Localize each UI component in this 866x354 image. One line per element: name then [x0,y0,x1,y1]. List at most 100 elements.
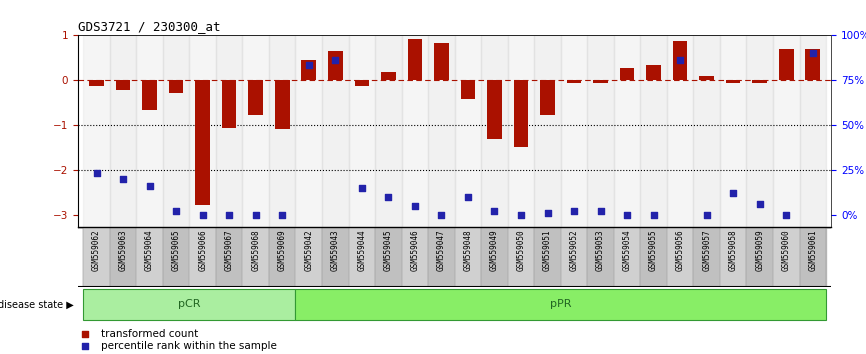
Bar [301,60,316,80]
Bar [295,227,322,287]
Point [753,201,766,207]
Bar [534,35,561,227]
Bar [116,80,131,90]
Bar [620,68,635,80]
Text: GSM559069: GSM559069 [278,230,287,271]
Text: GSM559052: GSM559052 [570,230,578,271]
Text: GSM559047: GSM559047 [436,230,446,271]
Bar [295,35,322,227]
Text: GSM559054: GSM559054 [623,230,631,271]
Bar [753,80,767,83]
Text: GSM559043: GSM559043 [331,230,339,271]
Text: GSM559061: GSM559061 [808,230,818,271]
Bar [646,65,661,80]
Text: GSM559049: GSM559049 [490,230,499,271]
Text: GSM559042: GSM559042 [304,230,313,271]
Text: GSM559050: GSM559050 [516,230,526,271]
Bar [694,227,720,287]
Text: GSM559064: GSM559064 [145,230,154,271]
Point [275,212,289,218]
Bar [83,289,295,320]
Bar [89,80,104,86]
Bar [694,35,720,227]
Text: GSM559063: GSM559063 [119,230,127,271]
Bar [540,80,555,115]
Point [196,212,210,218]
Bar [799,35,826,227]
Point [567,208,581,214]
Point [116,177,130,182]
Bar [354,80,369,86]
Bar [402,227,428,287]
Point [223,212,236,218]
Bar [216,35,242,227]
Point [249,212,262,218]
Point [488,208,501,214]
Bar [348,227,375,287]
Point [806,51,820,56]
Bar [381,72,396,80]
Bar [461,80,475,99]
Bar [720,227,746,287]
Point [408,204,422,209]
Bar [561,35,587,227]
Bar [83,227,110,287]
Bar [375,35,402,227]
Bar [295,289,826,320]
Text: GSM559056: GSM559056 [675,230,685,271]
Bar [142,80,157,110]
Text: transformed count: transformed count [100,329,197,339]
Point [435,212,449,218]
Bar [249,80,263,115]
Point [540,210,554,216]
Point [328,152,342,157]
Bar [169,80,184,93]
Bar [110,35,136,227]
Point [328,265,342,270]
Text: pCR: pCR [178,299,201,309]
Bar [222,80,236,127]
Bar [566,80,581,82]
Point [593,208,607,214]
Bar [514,80,528,147]
Point [647,212,661,218]
Bar [402,35,428,227]
Text: GSM559068: GSM559068 [251,230,260,271]
Bar [455,35,481,227]
Bar [434,44,449,80]
Text: pPR: pPR [550,299,572,309]
Bar [110,227,136,287]
Bar [481,227,507,287]
Bar [163,227,190,287]
Bar [614,227,640,287]
Point [620,212,634,218]
Point [673,57,687,63]
Bar [720,35,746,227]
Bar [375,227,402,287]
Bar [328,51,343,80]
Point [779,212,793,218]
Text: GSM559044: GSM559044 [358,230,366,271]
Text: GSM559062: GSM559062 [92,230,101,271]
Text: GSM559048: GSM559048 [463,230,473,271]
Point [355,185,369,191]
Text: GSM559055: GSM559055 [650,230,658,271]
Point [89,170,103,176]
Bar [726,80,740,83]
Text: GSM559045: GSM559045 [384,230,393,271]
Text: GDS3721 / 230300_at: GDS3721 / 230300_at [78,20,221,33]
Bar [322,35,348,227]
Text: percentile rank within the sample: percentile rank within the sample [100,341,276,351]
Bar [322,227,348,287]
Bar [507,35,534,227]
Text: GSM559065: GSM559065 [171,230,181,271]
Bar [667,35,694,227]
Text: GSM559046: GSM559046 [410,230,419,271]
Bar [640,35,667,227]
Bar [242,227,269,287]
Bar [587,35,614,227]
Bar [408,39,422,80]
Bar [746,227,773,287]
Bar [779,49,793,80]
Point [169,208,183,214]
